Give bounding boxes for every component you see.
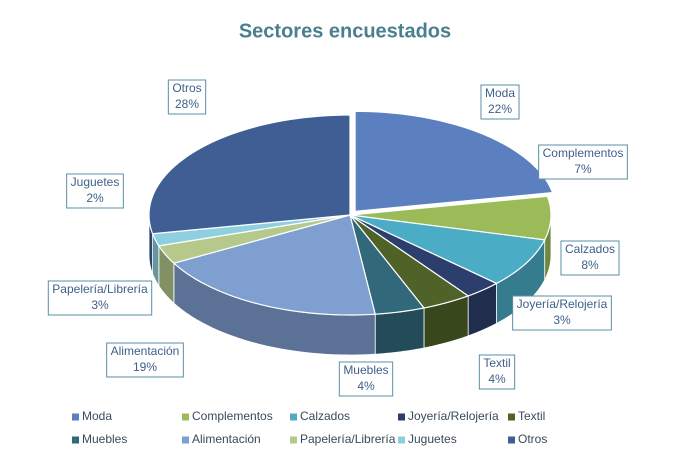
label-value: 19% (133, 360, 157, 374)
label-value: 4% (357, 379, 375, 393)
label-value: 4% (488, 372, 506, 386)
slice (148, 114, 351, 235)
data-label: Muebles 4% (338, 361, 394, 397)
data-label: Complementos 7% (538, 144, 628, 180)
data-label: Papelería/Librería 3% (47, 280, 153, 316)
legend-swatch (72, 413, 79, 421)
legend-label: Otros (518, 432, 547, 446)
label-name: Juguetes (71, 175, 120, 189)
legend-label: Calzados (300, 409, 350, 423)
legend-swatch (290, 436, 297, 444)
label-name: Joyería/Relojería (517, 297, 608, 311)
slice (349, 214, 470, 309)
label-name: Complementos (543, 146, 624, 160)
legend-swatch (182, 413, 189, 421)
chart-title: Sectores encuestados (239, 20, 451, 42)
label-value: 22% (488, 102, 512, 116)
slice-side (374, 307, 425, 355)
label-box (47, 280, 153, 316)
legend-label: Juguetes (408, 432, 457, 446)
label-value: 28% (175, 97, 199, 111)
data-label: Joyería/Relojería 3% (512, 295, 612, 331)
data-label: Textil 4% (478, 354, 516, 390)
data-label: Juguetes 2% (66, 173, 124, 209)
slice (349, 214, 426, 315)
label-name: Textil (483, 356, 510, 370)
legend-swatch (398, 436, 405, 444)
label-name: Muebles (343, 363, 388, 377)
legend-label: Muebles (82, 432, 127, 446)
slice (172, 214, 376, 316)
legend-label: Alimentación (192, 432, 261, 446)
legend-label: Textil (518, 409, 545, 423)
label-value: 3% (553, 313, 571, 327)
label-value: 3% (91, 298, 109, 312)
data-label: Moda 22% (480, 84, 520, 120)
label-name: Calzados (565, 242, 615, 256)
label-box (560, 240, 620, 276)
legend-swatch (182, 436, 189, 444)
label-name: Moda (485, 86, 515, 100)
legend-label: Joyería/Relojería (408, 409, 499, 423)
label-box (66, 173, 124, 209)
label-value: 2% (86, 191, 104, 205)
legend-label: Complementos (192, 409, 273, 423)
label-value: 8% (581, 258, 599, 272)
slice (354, 110, 554, 212)
legend-label: Moda (82, 409, 112, 423)
label-box (478, 354, 516, 390)
slice (157, 214, 351, 264)
label-name: Papelería/Librería (52, 282, 148, 296)
label-box (512, 295, 612, 331)
label-box (480, 84, 520, 120)
slice (349, 214, 498, 297)
label-box (106, 342, 184, 378)
slice (349, 214, 546, 285)
legend-swatch (398, 413, 405, 421)
label-box (538, 144, 628, 180)
legend-swatch (508, 436, 515, 444)
label-box (338, 361, 394, 397)
data-label: Calzados 8% (560, 240, 620, 276)
data-label: Otros 28% (167, 79, 207, 115)
label-box (167, 79, 207, 115)
label-name: Otros (172, 81, 201, 95)
legend-swatch (290, 413, 297, 421)
legend-label: Papelería/Librería (300, 432, 396, 446)
label-value: 7% (574, 162, 592, 176)
legend-swatch (72, 436, 79, 444)
label-name: Alimentación (111, 344, 180, 358)
legend-swatch (508, 413, 515, 421)
data-label: Alimentación 19% (106, 342, 184, 378)
slice (349, 195, 552, 241)
